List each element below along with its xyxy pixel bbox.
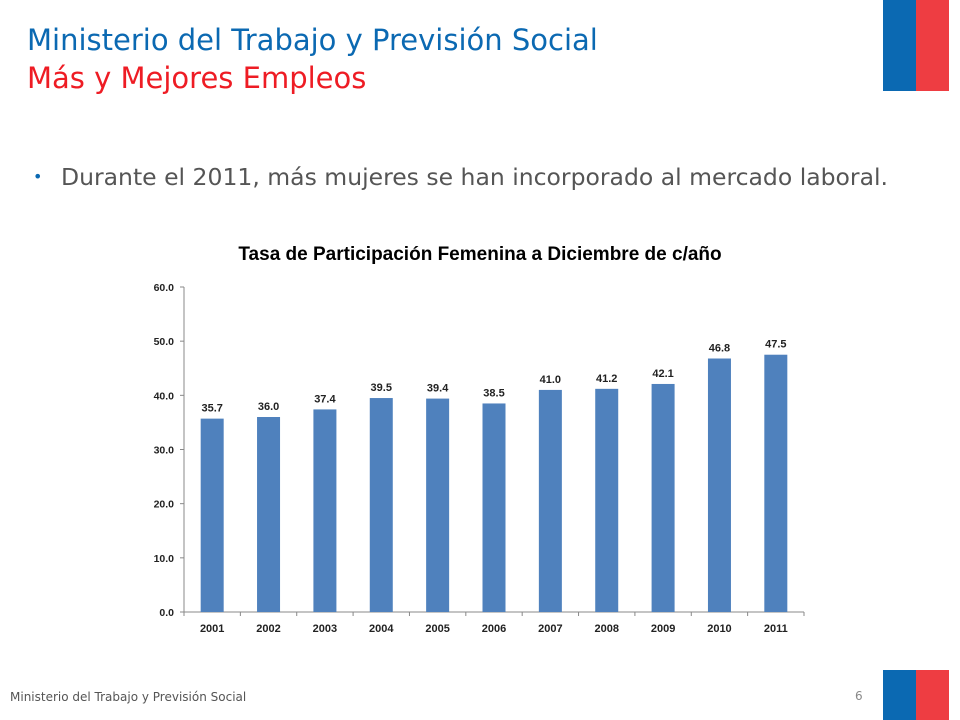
bar — [707, 358, 731, 612]
bar-chart: Tasa de Participación Femenina a Diciemb… — [140, 240, 820, 650]
x-tick-label: 2003 — [313, 623, 337, 635]
y-tick-label: 30.0 — [154, 445, 175, 457]
bar — [538, 389, 562, 612]
y-tick-label: 0.0 — [159, 607, 174, 619]
bar — [426, 398, 450, 612]
footer-org: Ministerio del Trabajo y Previsión Socia… — [10, 690, 247, 704]
bar — [313, 409, 337, 612]
flag-red-stripe — [916, 0, 949, 91]
bar-value-label: 37.4 — [314, 393, 336, 405]
chart-canvas: 0.0 10.0 20.0 30.0 40.0 50.0 60.0 35.7 2001 36.0 2… — [154, 282, 805, 635]
bar — [369, 398, 393, 612]
flag-logo-bottom — [883, 670, 949, 720]
x-tick-label: 2002 — [256, 623, 280, 635]
page-title: Ministerio del Trabajo y Previsión Socia… — [27, 23, 598, 57]
page-number: 6 — [855, 689, 863, 703]
x-tick-label: 2005 — [425, 623, 449, 635]
x-tick-label: 2006 — [482, 623, 506, 635]
bar-value-label: 35.7 — [201, 403, 222, 415]
x-tick-label: 2007 — [538, 623, 562, 635]
bar-value-label: 39.4 — [427, 383, 449, 395]
x-tick-label: 2011 — [764, 623, 788, 635]
bar-value-label: 41.0 — [540, 374, 561, 386]
x-tick-label: 2004 — [369, 623, 394, 635]
bar — [257, 417, 281, 612]
bar — [651, 383, 675, 612]
flag-logo-top — [883, 0, 949, 91]
x-tick-label: 2010 — [707, 623, 731, 635]
y-tick-label: 20.0 — [154, 499, 175, 511]
bar-value-label: 46.8 — [709, 343, 730, 355]
bar-value-label: 38.5 — [483, 387, 504, 399]
bullet-text: Durante el 2011, más mujeres se han inco… — [61, 163, 888, 191]
y-tick-label: 10.0 — [154, 553, 175, 565]
chart-title: Tasa de Participación Femenina a Diciemb… — [238, 244, 722, 265]
y-tick-label: 50.0 — [154, 336, 175, 348]
flag-blue-stripe — [883, 0, 916, 91]
page-subtitle: Más y Mejores Empleos — [27, 61, 367, 95]
x-tick-label: 2008 — [594, 623, 618, 635]
x-tick-label: 2009 — [651, 623, 675, 635]
bar-value-label: 39.5 — [371, 382, 392, 394]
bar-value-label: 47.5 — [765, 339, 786, 351]
bar — [764, 354, 788, 612]
bullet-dot-icon: • — [33, 167, 43, 186]
flag-red-stripe — [916, 670, 949, 720]
y-tick-label: 40.0 — [154, 390, 175, 402]
bar — [200, 418, 224, 612]
bar-value-label: 42.1 — [652, 368, 673, 380]
y-tick-label: 60.0 — [154, 282, 175, 294]
bar — [595, 388, 619, 612]
bullet-item: • Durante el 2011, más mujeres se han in… — [33, 161, 889, 193]
flag-blue-stripe — [883, 670, 916, 720]
bar — [482, 403, 506, 612]
bar-value-label: 36.0 — [258, 401, 279, 413]
bar-value-label: 41.2 — [596, 373, 617, 385]
x-tick-label: 2001 — [200, 623, 224, 635]
